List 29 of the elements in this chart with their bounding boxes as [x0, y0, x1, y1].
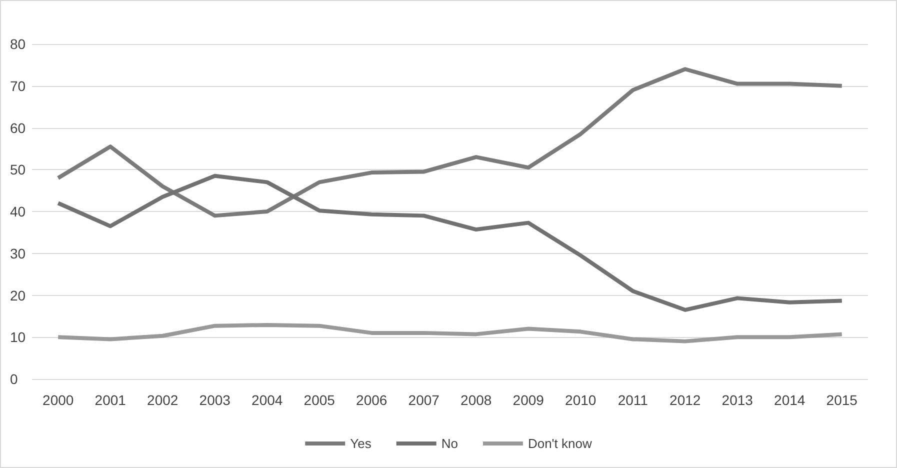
x-tick-label: 2003: [199, 392, 231, 408]
x-tick-label: 2000: [42, 392, 74, 408]
y-tick-label: 50: [10, 162, 26, 178]
x-tick-label: 2006: [356, 392, 388, 408]
x-tick-label: 2010: [565, 392, 596, 408]
x-tick-label: 2014: [774, 392, 806, 408]
y-tick-label: 80: [10, 36, 26, 52]
y-tick-label: 10: [10, 329, 26, 346]
x-tick-label: 2005: [304, 392, 336, 408]
y-tick-label: 30: [10, 245, 26, 262]
x-tick-label: 2011: [618, 392, 648, 408]
x-tick-label: 2009: [512, 392, 544, 408]
legend-label: Yes: [350, 436, 372, 451]
x-tick-label: 2007: [408, 392, 440, 408]
x-tick-label: 2015: [826, 392, 858, 408]
y-tick-label: 20: [10, 287, 26, 304]
x-tick-label: 2004: [252, 392, 283, 408]
y-tick-label: 70: [10, 78, 26, 94]
y-tick-label: 0: [10, 371, 18, 387]
y-tick-label: 40: [10, 204, 26, 220]
x-tick-label: 2013: [722, 392, 754, 408]
x-tick-label: 2001: [94, 392, 126, 408]
x-tick-label: 2008: [460, 392, 492, 408]
line-series: [56, 322, 844, 344]
legend-label: No: [441, 436, 458, 451]
x-tick-label: 2012: [670, 392, 701, 408]
x-tick-label: 2002: [147, 392, 178, 408]
y-tick-label: 60: [10, 120, 26, 136]
legend-label: Don't know: [528, 436, 592, 451]
